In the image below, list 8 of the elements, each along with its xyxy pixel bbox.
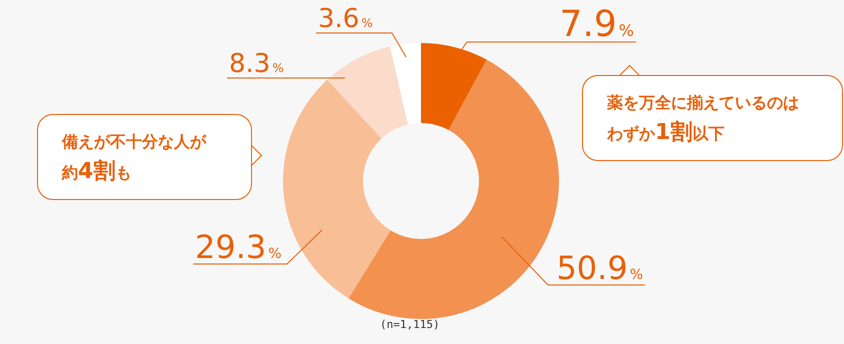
data-label: 8.3% bbox=[229, 49, 284, 79]
data-label: 29.3% bbox=[195, 228, 282, 266]
text: 薬を万全に揃えているのはわずか1割以下 bbox=[607, 92, 800, 147]
text: (n=1,115) bbox=[380, 318, 440, 331]
data-label: 50.9% bbox=[556, 249, 644, 287]
text: 備えが不十分な人が約4割も bbox=[62, 131, 208, 186]
data-label: 7.9% bbox=[560, 4, 634, 45]
data-label: 3.6% bbox=[318, 4, 373, 34]
